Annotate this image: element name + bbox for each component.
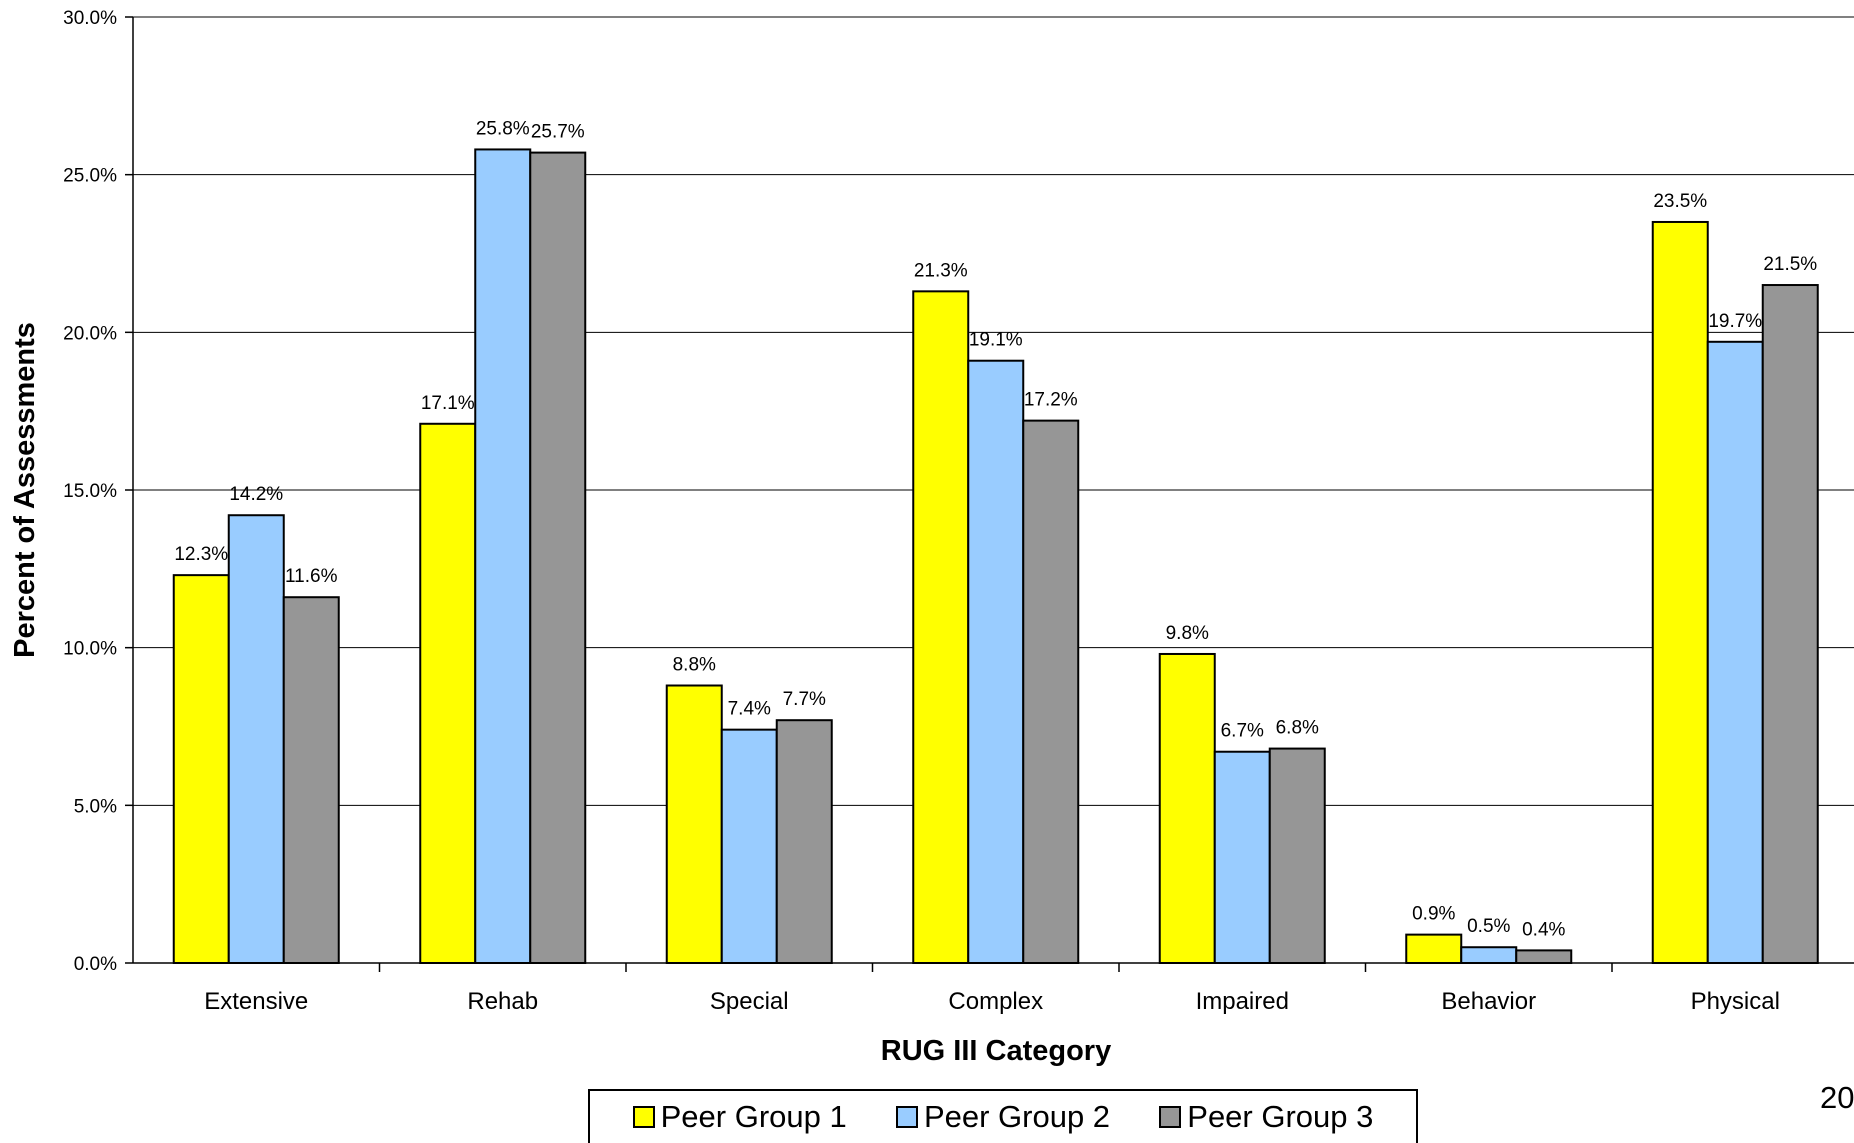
legend-swatch-peer-group-1: [632, 1106, 655, 1128]
bar-peer-group-2: [474, 148, 532, 964]
category-labels: Extensive Rehab Special Complex Impaired Beha…: [204, 988, 1780, 1015]
bar-peer-group-1: [1405, 933, 1463, 964]
bar-peer-group-3: [529, 151, 587, 965]
category-label: Complex: [948, 988, 1043, 1015]
legend-item-peer-group-3: Peer Group 3: [1159, 1099, 1373, 1135]
bar-peer-group-1: [912, 290, 970, 964]
data-label: 19.7%: [1708, 311, 1762, 332]
category-label: Impaired: [1196, 988, 1289, 1015]
data-label: 0.9%: [1412, 904, 1455, 925]
y-tick-label: 30.0%: [63, 8, 117, 29]
y-tick-label: 10.0%: [63, 639, 117, 660]
bar-peer-group-3: [1761, 284, 1819, 964]
bar-peer-group-2: [227, 514, 285, 965]
y-tick-label: 25.0%: [63, 166, 117, 187]
data-label: 6.7%: [1221, 721, 1264, 742]
data-label: 7.7%: [783, 689, 826, 710]
legend: Peer Group 1 Peer Group 2 Peer Group 3: [588, 1089, 1418, 1143]
x-axis-title: RUG III Category: [881, 1035, 1111, 1067]
bar-peer-group-1: [172, 574, 230, 964]
page-number: 20: [1820, 1080, 1854, 1115]
bar-peer-group-3: [1022, 419, 1080, 965]
y-tick-label: 15.0%: [63, 481, 117, 502]
data-label: 9.8%: [1166, 623, 1209, 644]
legend-item-peer-group-2: Peer Group 2: [895, 1099, 1111, 1135]
bar-peer-group-2: [1460, 946, 1518, 965]
y-axis-title: Percent of Assessments: [9, 322, 41, 658]
bars: [172, 148, 1819, 965]
y-axis-ticks: 0.0% 5.0% 10.0% 15.0% 20.0% 25.0% 30.0%: [63, 8, 117, 975]
bar-peer-group-1: [419, 422, 477, 964]
data-label: 25.8%: [476, 118, 530, 139]
legend-label: Peer Group 1: [660, 1099, 847, 1134]
axes: [125, 16, 1854, 972]
bar-peer-group-3: [282, 596, 340, 964]
category-label: Rehab: [467, 988, 538, 1015]
data-label: 23.5%: [1653, 191, 1707, 212]
data-label: 21.5%: [1763, 254, 1817, 275]
data-label: 7.4%: [728, 699, 771, 720]
legend-label: Peer Group 3: [1187, 1099, 1374, 1134]
legend-label: Peer Group 2: [923, 1099, 1111, 1134]
bar-peer-group-3: [775, 719, 833, 965]
bar-peer-group-1: [665, 684, 723, 964]
data-label: 21.3%: [914, 260, 968, 281]
bar-peer-group-1: [1651, 220, 1709, 964]
data-label: 6.8%: [1276, 718, 1319, 739]
data-label: 8.8%: [673, 655, 716, 676]
legend-item-peer-group-1: Peer Group 1: [632, 1099, 847, 1135]
bar-peer-group-1: [1158, 652, 1216, 964]
data-label: 12.3%: [174, 544, 228, 565]
y-tick-label: 20.0%: [63, 323, 117, 344]
legend-swatch-peer-group-2: [895, 1106, 918, 1128]
data-label: 0.4%: [1522, 919, 1565, 940]
y-tick-label: 0.0%: [74, 954, 117, 975]
y-tick-label: 5.0%: [74, 796, 117, 817]
data-label: 17.2%: [1024, 390, 1078, 411]
bar-peer-group-2: [1706, 340, 1764, 964]
data-label: 19.1%: [969, 330, 1023, 351]
data-label: 14.2%: [229, 484, 283, 505]
category-label: Behavior: [1441, 988, 1536, 1015]
category-label: Extensive: [204, 988, 308, 1015]
bar-peer-group-2: [1213, 750, 1271, 965]
data-label: 11.6%: [285, 566, 338, 587]
bar-peer-group-3: [1268, 747, 1326, 964]
data-labels: 12.3% 17.1% 8.8% 21.3% 9.8% 0.9% 23.5% 14.2% 25.…: [174, 118, 1817, 940]
bar-peer-group-3: [1515, 949, 1573, 964]
category-label: Physical: [1691, 988, 1780, 1015]
bar-peer-group-2: [720, 728, 778, 964]
category-label: Special: [710, 988, 789, 1015]
data-label: 17.1%: [421, 393, 475, 414]
bar-peer-group-2: [967, 359, 1025, 965]
data-label: 0.5%: [1467, 916, 1510, 937]
legend-swatch-peer-group-3: [1159, 1106, 1182, 1128]
data-label: 25.7%: [531, 122, 585, 143]
